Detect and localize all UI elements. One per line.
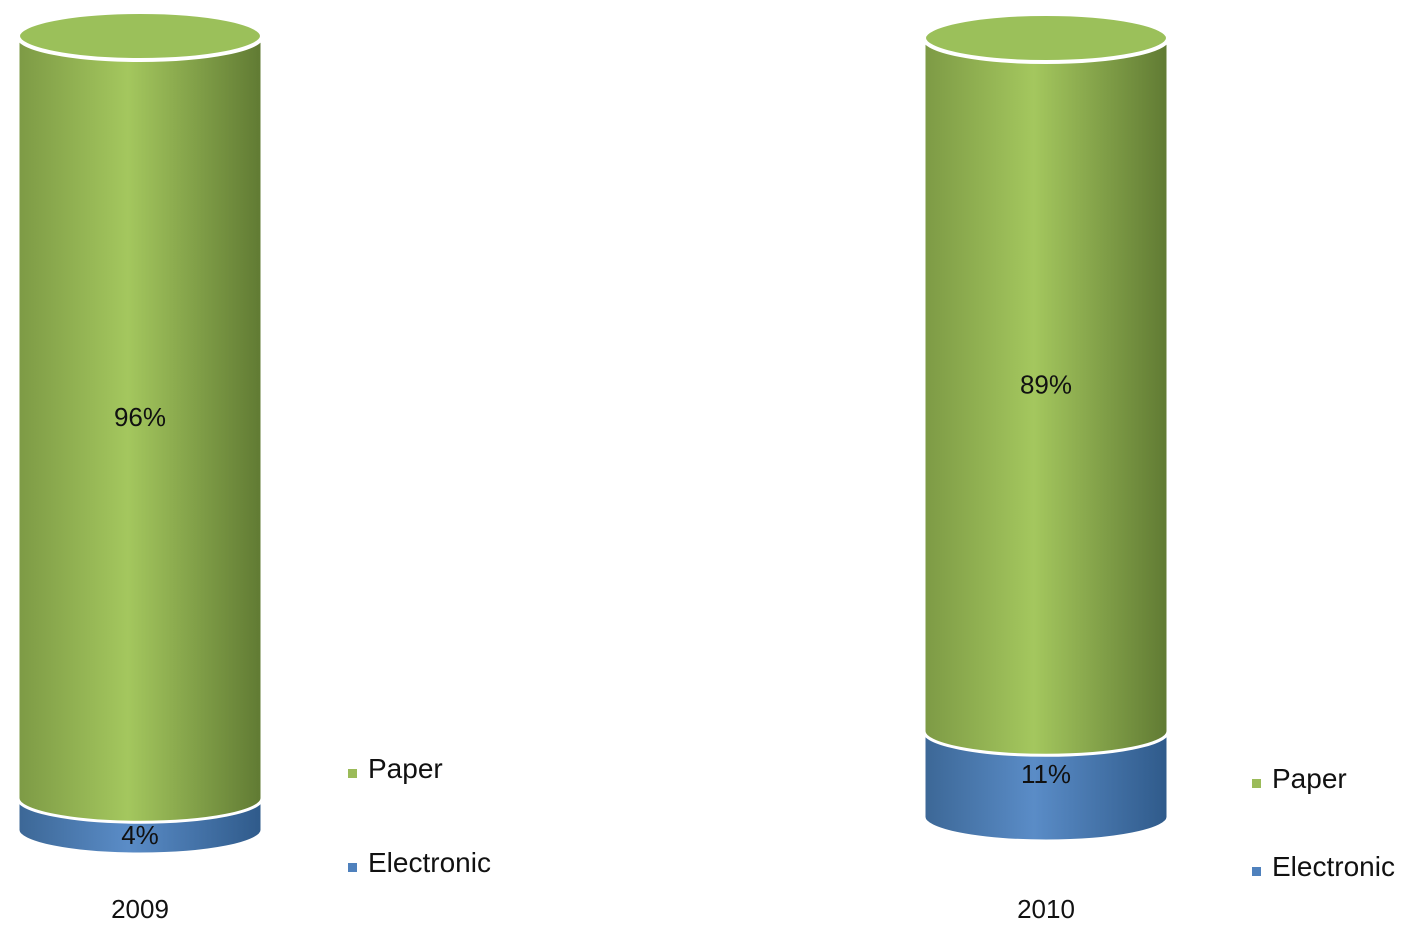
- legend-label-electronic: Electronic: [368, 847, 491, 878]
- legend-label-electronic: Electronic: [1272, 851, 1395, 882]
- legend-swatch-electronic: [1252, 867, 1261, 876]
- cylinder-segment-paper: [16, 34, 264, 824]
- data-label-electronic: 11%: [1021, 759, 1071, 789]
- cylinder-top-cap: [922, 12, 1170, 64]
- legend-label-paper: Paper: [368, 753, 443, 784]
- data-label-paper: 96%: [114, 402, 166, 432]
- category-label: 2010: [1017, 894, 1075, 924]
- data-label-electronic: 4%: [121, 820, 159, 850]
- legend-swatch-electronic: [348, 863, 357, 872]
- chart-2009: 4% 96% Paper Electronic 2009: [16, 10, 491, 924]
- category-label: 2009: [111, 894, 169, 924]
- chart-2010: 11% 89% Paper Electronic 2010: [922, 12, 1395, 924]
- data-label-paper: 89%: [1020, 370, 1072, 400]
- legend-swatch-paper: [348, 769, 357, 778]
- legend-swatch-paper: [1252, 779, 1261, 788]
- legend-label-paper: Paper: [1272, 763, 1347, 794]
- cylinder-segment-paper: [922, 36, 1170, 757]
- cylinder-segment-electronic: [922, 729, 1170, 843]
- cylinder-top-cap: [16, 10, 264, 62]
